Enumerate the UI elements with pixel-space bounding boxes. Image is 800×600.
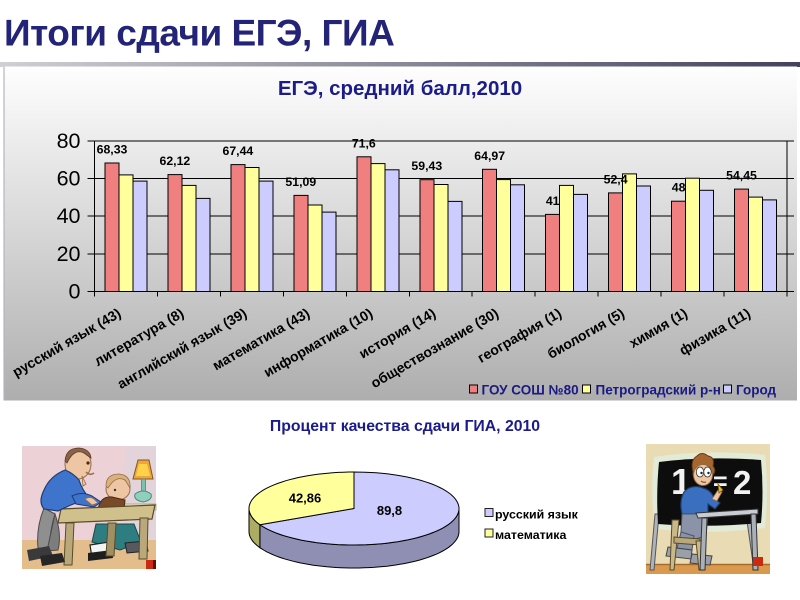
svg-text:40: 40 — [57, 204, 81, 228]
svg-text:51,09: 51,09 — [285, 175, 316, 189]
svg-text:64,97: 64,97 — [474, 149, 505, 163]
svg-text:89,8: 89,8 — [377, 503, 402, 518]
svg-text:Процент качества сдачи ГИА, 20: Процент качества сдачи ГИА, 2010 — [270, 418, 540, 435]
svg-text:60: 60 — [57, 167, 81, 191]
svg-text:русский язык: русский язык — [495, 508, 579, 522]
svg-text:ГОУ СОШ №80: ГОУ СОШ №80 — [482, 383, 579, 398]
svg-text:48: 48 — [672, 181, 686, 195]
svg-text:80: 80 — [57, 129, 81, 153]
svg-text:71,6: 71,6 — [352, 136, 376, 150]
svg-text:=: = — [713, 468, 728, 496]
svg-text:20: 20 — [57, 242, 81, 266]
svg-text:41: 41 — [546, 194, 560, 208]
svg-text:0: 0 — [69, 280, 81, 304]
svg-text:54,45: 54,45 — [726, 169, 757, 183]
svg-text:62,12: 62,12 — [160, 154, 191, 168]
svg-text:Итоги сдачи ЕГЭ, ГИА: Итоги сдачи ЕГЭ, ГИА — [4, 13, 394, 54]
svg-text:42,86: 42,86 — [289, 491, 322, 506]
svg-text:67,44: 67,44 — [223, 144, 254, 158]
svg-text:68,33: 68,33 — [97, 143, 128, 157]
svg-text:математика: математика — [495, 528, 566, 542]
svg-text:52,4: 52,4 — [604, 172, 628, 186]
svg-text:59,43: 59,43 — [411, 159, 442, 173]
svg-text:2: 2 — [733, 464, 751, 501]
svg-text:ЕГЭ, средний балл,2010: ЕГЭ, средний балл,2010 — [278, 77, 522, 100]
svg-text:Петроградский р-н: Петроградский р-н — [596, 383, 721, 398]
svg-text:Город: Город — [736, 383, 777, 398]
